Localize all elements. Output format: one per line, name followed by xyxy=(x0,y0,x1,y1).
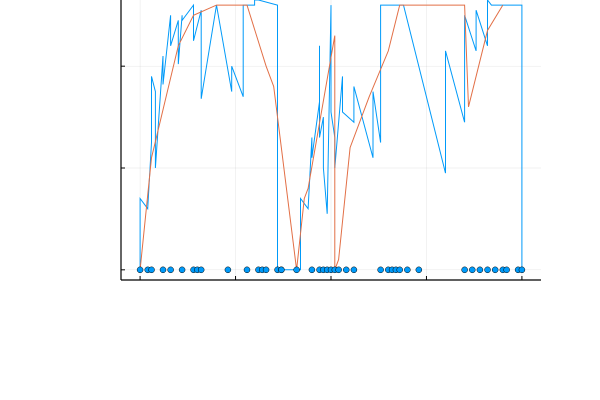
data-point-42 xyxy=(518,266,526,274)
data-point-9 xyxy=(224,266,232,274)
data-point-3 xyxy=(159,266,167,274)
series-lines xyxy=(139,0,523,271)
scatter-points xyxy=(136,266,526,274)
data-point-37 xyxy=(484,266,491,274)
data-point-2 xyxy=(148,266,155,274)
data-point-32 xyxy=(404,266,411,274)
data-point-31 xyxy=(396,266,403,274)
data-point-10 xyxy=(243,266,251,274)
data-point-36 xyxy=(476,266,484,274)
data-point-34 xyxy=(461,266,468,274)
data-point-27 xyxy=(377,266,384,274)
data-point-4 xyxy=(167,266,174,274)
series-line-0 xyxy=(139,0,523,271)
data-point-17 xyxy=(293,266,300,274)
data-point-13 xyxy=(262,266,270,274)
data-point-40 xyxy=(503,266,510,274)
data-point-35 xyxy=(469,266,476,274)
axis-ticks xyxy=(121,65,523,280)
data-point-38 xyxy=(491,266,499,274)
data-point-8 xyxy=(197,266,205,274)
data-point-26 xyxy=(350,266,358,274)
data-point-5 xyxy=(178,266,186,274)
data-point-33 xyxy=(415,266,423,274)
data-point-24 xyxy=(335,266,342,274)
data-point-18 xyxy=(308,266,316,274)
data-point-0 xyxy=(136,266,144,274)
data-point-25 xyxy=(343,266,350,274)
series-line-1 xyxy=(139,4,504,270)
data-point-16 xyxy=(278,266,285,274)
